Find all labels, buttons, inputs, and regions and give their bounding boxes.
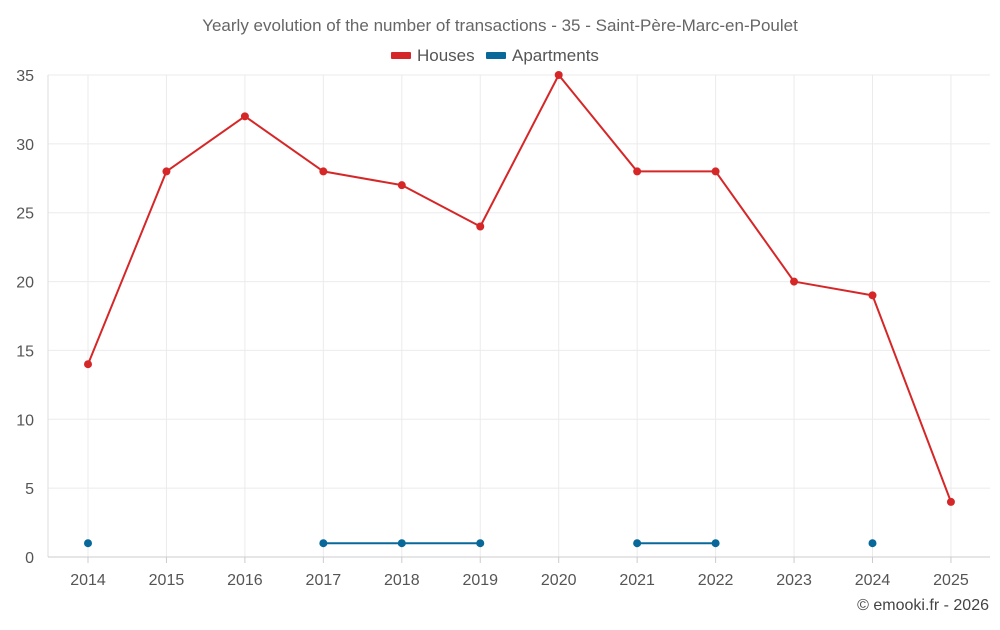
grid <box>48 74 990 558</box>
legend-item-apartments[interactable]: Apartments <box>486 46 599 65</box>
data-point-apartments[interactable] <box>84 539 92 548</box>
data-point-apartments[interactable] <box>319 539 328 548</box>
y-tick-label: 15 <box>16 343 34 360</box>
data-point-houses[interactable] <box>554 71 563 79</box>
legend-label-apartments: Apartments <box>512 46 599 65</box>
data-point-houses[interactable] <box>946 497 955 506</box>
data-point-houses[interactable] <box>868 291 877 300</box>
series-apartments <box>84 539 877 548</box>
x-tick-label: 2019 <box>462 572 498 589</box>
data-point-houses[interactable] <box>476 222 485 231</box>
data-point-apartments[interactable] <box>711 539 720 548</box>
y-tick-label: 0 <box>25 550 34 567</box>
data-point-houses[interactable] <box>84 360 92 369</box>
y-tick-label: 30 <box>16 137 34 154</box>
x-tick-label: 2018 <box>384 572 420 589</box>
series-line-houses <box>87 74 952 503</box>
x-tick-label: 2025 <box>933 572 969 589</box>
x-tick-label: 2014 <box>70 572 106 589</box>
data-point-apartments[interactable] <box>633 539 642 548</box>
chart-title: Yearly evolution of the number of transa… <box>202 16 798 35</box>
credit-label: © emooki.fr - 2026 <box>857 597 989 614</box>
legend-swatch-apartments <box>486 52 506 59</box>
x-tick-label: 2024 <box>855 572 891 589</box>
y-tick-label: 25 <box>16 206 34 223</box>
y-tick-label: 10 <box>16 412 34 429</box>
legend: Houses Apartments <box>391 46 599 65</box>
data-point-apartments[interactable] <box>476 539 485 548</box>
series <box>84 71 955 548</box>
data-point-houses[interactable] <box>711 167 720 176</box>
y-tick-label: 5 <box>25 481 34 498</box>
x-tick-label: 2017 <box>306 572 342 589</box>
data-point-houses[interactable] <box>790 277 799 286</box>
data-point-houses[interactable] <box>162 167 171 176</box>
series-houses <box>84 71 955 506</box>
x-tick-label: 2020 <box>541 572 577 589</box>
x-axis: 2014 2015 2016 2017 2018 2019 2020 2021 2022 2023… <box>48 556 990 589</box>
data-point-apartments[interactable] <box>397 539 406 548</box>
legend-label-houses: Houses <box>417 46 475 65</box>
y-tick-label: 35 <box>16 68 34 85</box>
x-tick-label: 2015 <box>149 572 185 589</box>
x-tick-label: 2021 <box>619 572 655 589</box>
y-axis: 0 5 10 15 20 25 30 35 <box>16 68 49 567</box>
data-point-houses[interactable] <box>319 167 328 176</box>
x-tick-label: 2016 <box>227 572 263 589</box>
legend-item-houses[interactable]: Houses <box>391 46 475 65</box>
x-tick-label: 2023 <box>776 572 812 589</box>
legend-swatch-houses <box>391 52 411 59</box>
data-point-houses[interactable] <box>240 112 249 121</box>
data-point-apartments[interactable] <box>868 539 877 548</box>
x-tick-label: 2022 <box>698 572 734 589</box>
y-tick-label: 20 <box>16 275 34 292</box>
data-point-houses[interactable] <box>397 181 406 190</box>
data-point-houses[interactable] <box>633 167 642 176</box>
